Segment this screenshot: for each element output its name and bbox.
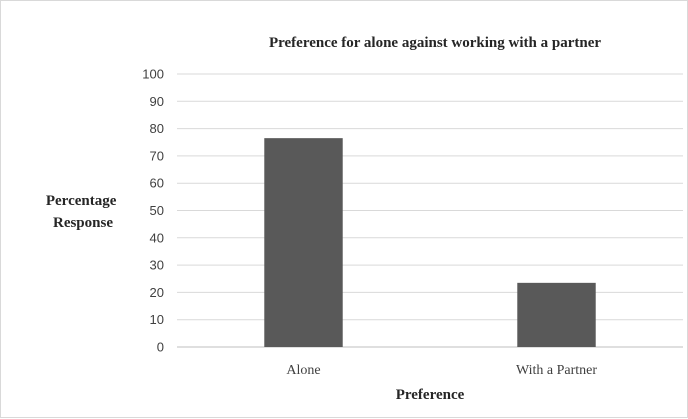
y-tick-label: 100: [142, 67, 164, 82]
y-tick-label: 60: [150, 176, 164, 191]
y-axis-ticks: 0 10 20 30 40 50 60 70 80 90 100: [142, 67, 164, 355]
y-tick-label: 50: [150, 203, 164, 218]
y-axis-title-line-2: Response: [53, 215, 113, 231]
x-axis-title: Preference: [396, 387, 465, 403]
y-tick-label: 80: [150, 121, 164, 136]
x-category-label: With a Partner: [516, 363, 597, 378]
y-tick-label: 10: [150, 312, 164, 327]
chart-title: Preference for alone against working wit…: [269, 35, 601, 51]
y-tick-label: 0: [157, 340, 164, 355]
y-tick-label: 40: [150, 230, 164, 245]
gridlines: [177, 73, 683, 348]
bars: [264, 138, 596, 347]
y-axis-title-line-1: Percentage: [46, 193, 117, 209]
bar-alone: [264, 138, 343, 347]
y-tick-label: 30: [150, 258, 164, 273]
x-axis-labels: Alone With a Partner: [286, 363, 597, 378]
x-category-label: Alone: [286, 363, 320, 378]
y-axis-title: Percentage Response: [46, 193, 120, 231]
y-tick-label: 70: [150, 148, 164, 163]
y-tick-label: 90: [150, 94, 164, 109]
y-tick-label: 20: [150, 285, 164, 300]
bar-with-a-partner: [517, 282, 596, 347]
